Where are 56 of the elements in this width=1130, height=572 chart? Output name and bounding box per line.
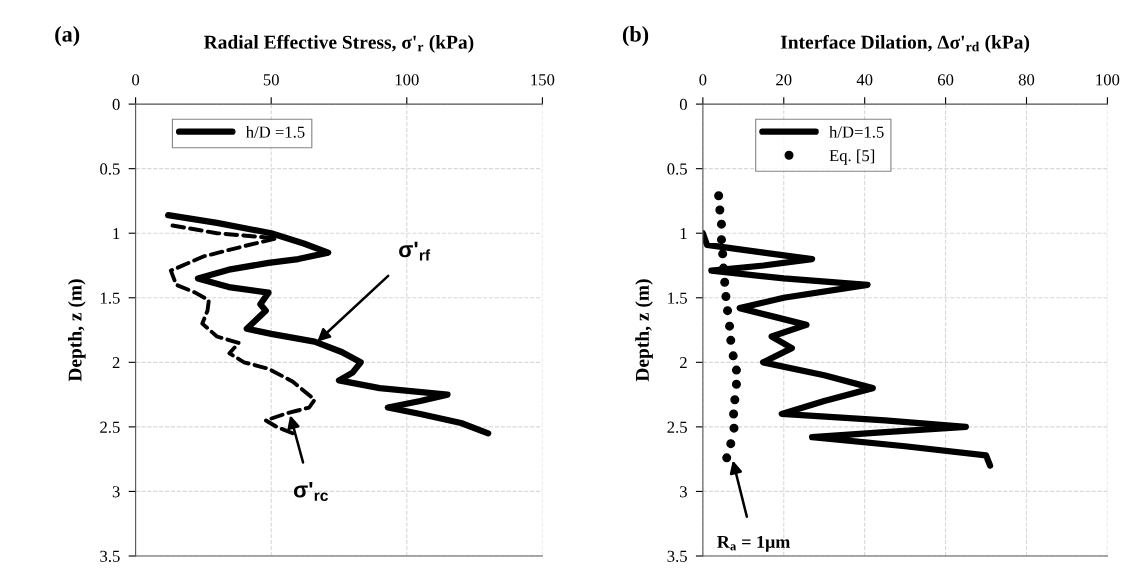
y-tick-label: 0 — [112, 98, 120, 111]
y-tick-label: 2.5 — [100, 421, 120, 433]
point — [716, 235, 726, 245]
y-tick-label: 0.5 — [100, 163, 120, 175]
x-axis-title: Radial Effective Stress, σ'$_{r}$ (kPa) — [204, 34, 474, 53]
x-tick-label: 100 — [1096, 74, 1120, 86]
x-tick-label: 60 — [937, 74, 954, 86]
point — [726, 439, 736, 449]
annotation: σ'$_{rf}$ — [399, 241, 431, 261]
y-tick-label: 3.5 — [100, 550, 120, 562]
x-tick-label: 80 — [1018, 74, 1035, 86]
y-tick-label: 3 — [112, 486, 120, 498]
point — [716, 219, 726, 229]
x-tick-label: 50 — [263, 74, 279, 86]
point — [728, 351, 738, 361]
y-axis-title: Depth, z (m) — [67, 279, 86, 382]
legend-label: Eq. [5] — [829, 149, 875, 165]
y-tick-label: 1.5 — [100, 292, 120, 304]
y-axis-title: Depth, z (m) — [635, 279, 653, 382]
point — [730, 395, 740, 405]
x-axis-title: Interface Dilation, Δσ'$_{rd}$ (kPa) — [780, 34, 1030, 53]
point — [729, 423, 739, 433]
y-tick-label: 3.5 — [667, 550, 687, 562]
y-tick-label: 2 — [112, 357, 120, 369]
annotation: R$_{a}$ = 1μm — [717, 535, 791, 552]
point — [731, 365, 741, 375]
y-tick-label: 3 — [680, 486, 687, 498]
point — [726, 335, 736, 345]
chart-title: (b) — [622, 26, 649, 47]
point — [731, 379, 741, 389]
chart-title: (a) — [55, 26, 80, 47]
x-tick-label: 40 — [856, 74, 873, 86]
y-tick-label: 1.5 — [668, 292, 687, 304]
legend-label: h/D=1.5 — [829, 125, 884, 138]
y-tick-label: 0.5 — [667, 163, 687, 175]
point — [723, 306, 733, 316]
x-tick-label: 0 — [699, 74, 707, 86]
y-tick-label: 2 — [679, 357, 687, 369]
y-tick-label: 1 — [680, 227, 687, 239]
x-tick-label: 100 — [395, 74, 419, 86]
point — [718, 249, 728, 259]
point — [722, 453, 732, 463]
x-tick-label: 0 — [132, 74, 140, 86]
y-tick-label: 2.5 — [667, 421, 687, 433]
y-tick-label: 0 — [679, 98, 687, 111]
point — [725, 321, 735, 331]
point — [715, 205, 725, 215]
point — [714, 191, 724, 201]
legend-label: h/D =1.5 — [245, 125, 305, 138]
annotation: σ'$_{rc}$ — [293, 482, 328, 502]
x-tick-label: 20 — [776, 74, 792, 86]
point — [729, 409, 739, 419]
y-tick-label: 1 — [113, 227, 120, 239]
x-tick-label: 150 — [531, 74, 555, 86]
point — [720, 277, 730, 287]
point — [721, 291, 731, 301]
